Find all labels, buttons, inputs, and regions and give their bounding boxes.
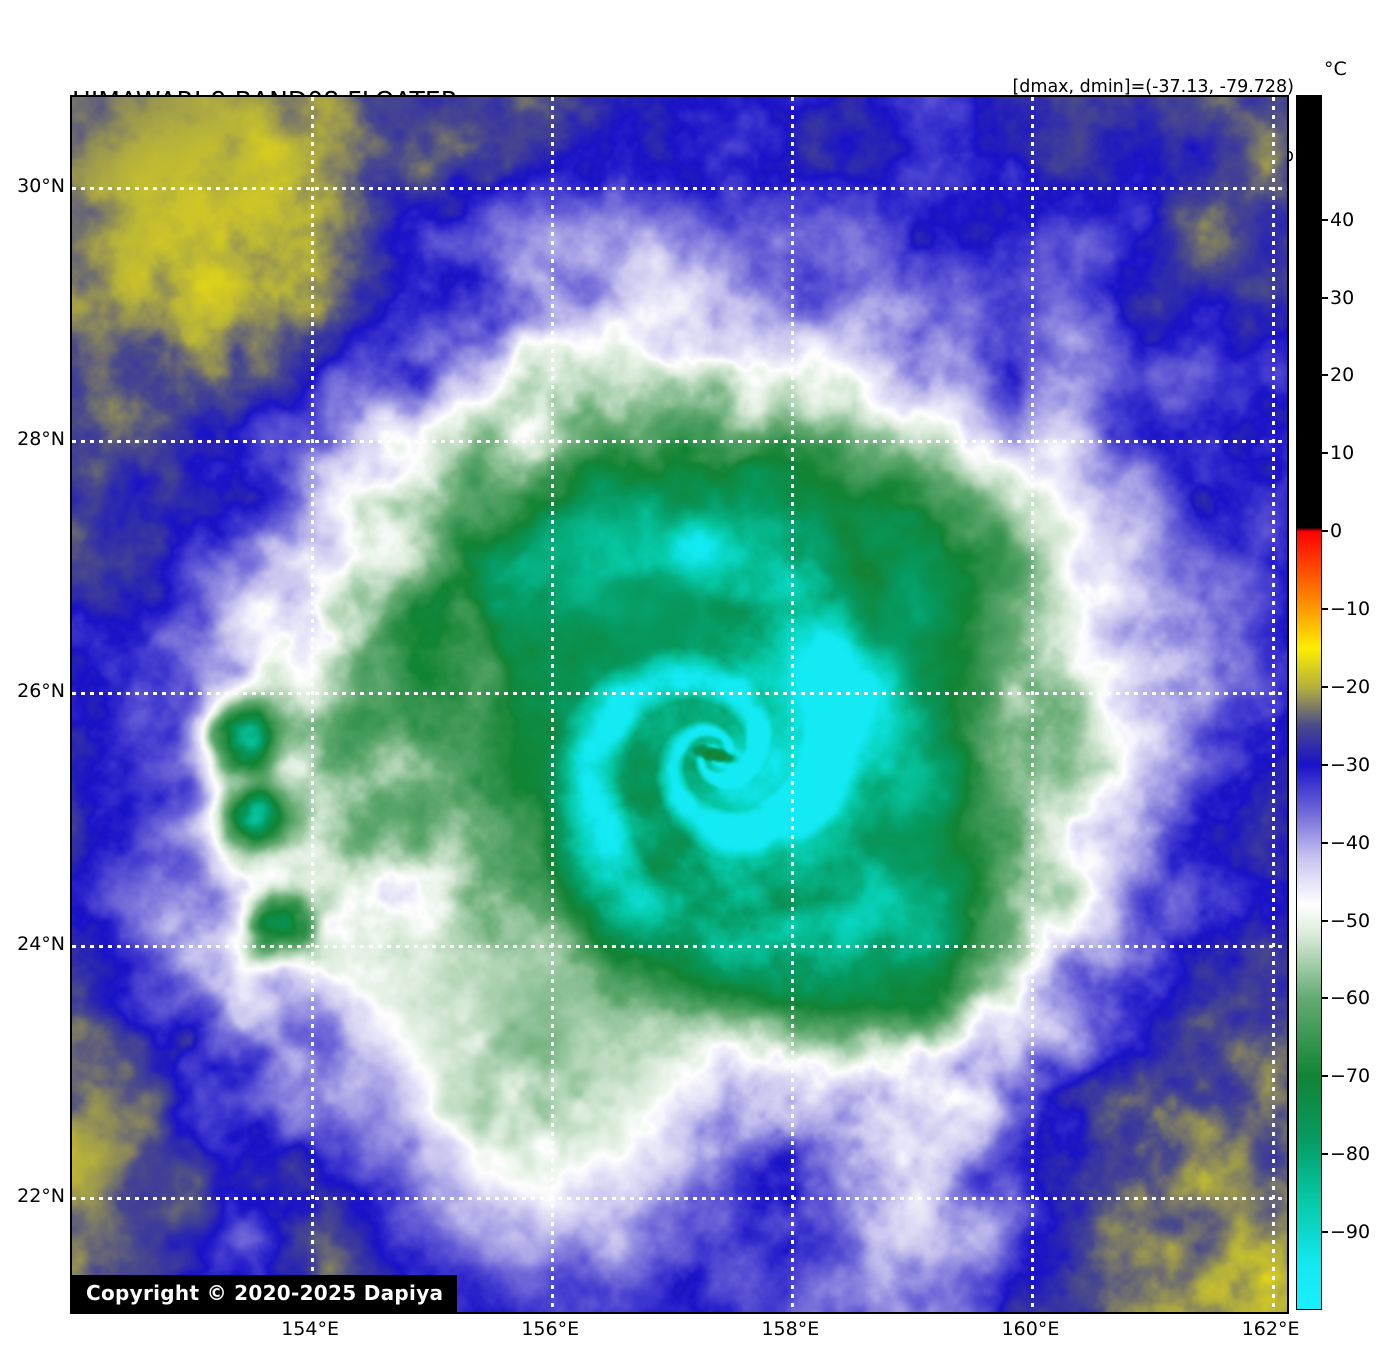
colorbar-tick-mark [1322,530,1328,533]
tick-longitude [1031,1312,1033,1314]
colorbar-tick-label: −90 [1330,1221,1371,1244]
colorbar-tick-mark [1322,919,1328,922]
tick-longitude [311,1312,313,1314]
colorbar-gradient [1297,96,1321,1309]
colorbar-tick-mark [1322,841,1328,844]
tick-longitude [791,1312,793,1314]
colorbar-tick-mark [1322,1075,1328,1078]
axis-label-longitude: 154°E [281,1318,339,1340]
colorbar-tick-label: 10 [1330,442,1355,465]
colorbar-tick-mark [1322,608,1328,611]
colorbar-tick-label: −60 [1330,987,1371,1010]
colorbar-tick-label: 20 [1330,364,1355,387]
colorbar-tick-mark [1322,685,1328,688]
satellite-plot-area: Copyright © 2020-2025 Dapiya [70,95,1289,1314]
colorbar-tick-label: −70 [1330,1065,1371,1088]
axis-label-longitude: 158°E [761,1318,820,1340]
axis-label-longitude: 162°E [1241,1318,1300,1340]
colorbar-tick-label: −80 [1330,1143,1371,1166]
colorbar-tick-mark [1322,1231,1328,1234]
temperature-colorbar [1296,95,1322,1310]
colorbar-tick-label: −20 [1330,675,1371,698]
axis-label-latitude: 30°N [17,174,65,197]
axis-label-latitude: 28°N [17,427,65,450]
colorbar-tick-mark [1322,452,1328,455]
colorbar-tick-mark [1322,218,1328,221]
tick-longitude [1272,1312,1274,1314]
colorbar-tick-label: 30 [1330,286,1355,309]
axis-label-longitude: 156°E [521,1318,580,1340]
axis-label-latitude: 22°N [17,1185,65,1208]
colorbar-tick-label: 40 [1330,208,1355,231]
axis-label-longitude: 160°E [1001,1318,1060,1340]
colorbar-tick-mark [1322,296,1328,299]
axis-label-latitude: 26°N [17,680,65,703]
satellite-imagery-canvas [72,97,1287,1312]
satellite-imagery-canvas-wrap [72,97,1287,1312]
colorbar-tick-mark [1322,374,1328,377]
colorbar-tick-mark [1322,763,1328,766]
colorbar-tick-label: −30 [1330,753,1371,776]
colorbar-tick-label: 0 [1330,520,1343,543]
colorbar-tick-label: −40 [1330,831,1371,854]
colorbar-tick-mark [1322,997,1328,1000]
colorbar-unit-label: °C [1324,58,1347,80]
copyright-badge: Copyright © 2020-2025 Dapiya [72,1275,458,1312]
axis-label-latitude: 24°N [17,932,65,955]
tick-longitude [551,1312,553,1314]
colorbar-tick-label: −50 [1330,909,1371,932]
data-minmax-annotation: [dmax, dmin]=(-37.13, -79.728) [1012,77,1294,97]
colorbar-tick-mark [1322,1153,1328,1156]
colorbar-tick-label: −10 [1330,598,1371,621]
